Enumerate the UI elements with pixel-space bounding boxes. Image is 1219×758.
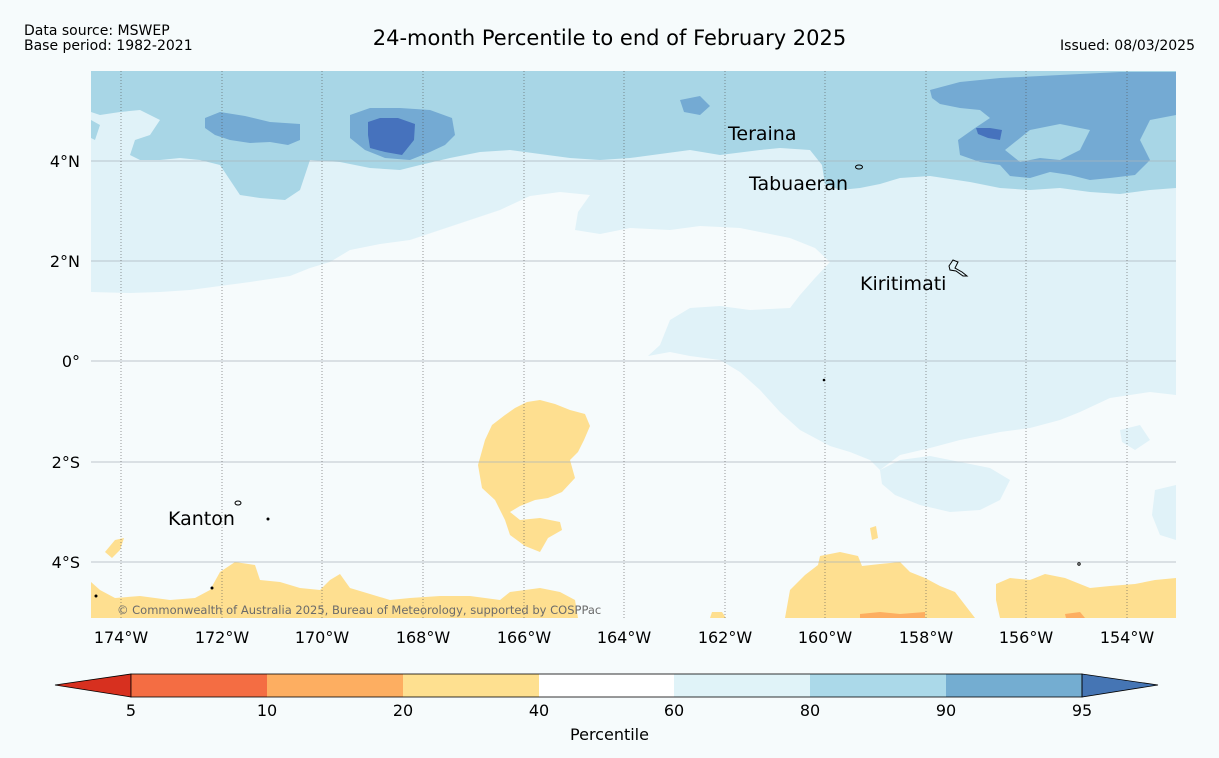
colorbar: 5 10 20 40 60 80 90 95 [54, 673, 1159, 720]
small-island [210, 586, 214, 590]
colorbar-tick: 60 [664, 701, 684, 720]
lon-label: 168°W [396, 628, 451, 647]
region-95-plus-central [368, 118, 415, 155]
percentile-regions [91, 71, 1176, 618]
copyright-text: © Commonwealth of Australia 2025, Bureau… [117, 603, 601, 617]
lat-label: 2°N [50, 252, 80, 271]
base-period-text: Base period: 1982-2021 [24, 38, 193, 54]
small-island [822, 378, 826, 382]
map-title-text: 24-month Percentile to end of February 2… [372, 26, 847, 50]
colorbar-tick: 20 [393, 701, 413, 720]
map-title: 24-month Percentile to end of February 2… [0, 26, 1219, 50]
colorbar-tick: 40 [529, 701, 549, 720]
region-80-90-west-edge [91, 120, 100, 140]
lon-label: 162°W [698, 628, 753, 647]
colorbar-segment [946, 674, 1082, 697]
colorbar-segment [674, 674, 810, 697]
colorbar-segment [403, 674, 539, 697]
graticule [91, 71, 1176, 618]
region-10-20-east [1065, 612, 1085, 618]
region-60-80-east-edge [1152, 485, 1176, 540]
region-20-40-south-west [91, 562, 578, 618]
issued-date: Issued: 08/03/2025 [1060, 38, 1195, 54]
place-label-kiritimati: Kiritimati [860, 273, 946, 295]
lon-labels: 174°W 172°W 170°W 168°W 166°W 164°W 162°… [94, 628, 1155, 647]
colorbar-label: Percentile [570, 725, 649, 744]
metadata-block: Data source: MSWEP Base period: 1982-202… [24, 24, 193, 54]
lat-label: 4°N [50, 152, 80, 171]
lon-label: 170°W [295, 628, 350, 647]
region-20-40-south-mid [710, 612, 726, 618]
kiritimati-island [948, 259, 969, 277]
lon-label: 154°W [1100, 628, 1155, 647]
region-60-80-southeast [880, 456, 1010, 512]
place-label-kanton: Kanton [168, 508, 235, 530]
colorbar-extend-low [54, 673, 132, 698]
colorbar-tick: 5 [126, 701, 136, 720]
region-90-95-mid [680, 96, 710, 115]
colorbar-tick: 10 [257, 701, 277, 720]
region-80-90-north [91, 71, 1176, 200]
lon-label: 164°W [597, 628, 652, 647]
lat-labels: 4°N 2°N 0° 2°S 4°S [50, 152, 80, 572]
place-label-teraina: Teraina [727, 123, 797, 145]
colorbar-tick: 95 [1072, 701, 1092, 720]
colorbar-segment [539, 674, 674, 697]
lon-label: 166°W [497, 628, 552, 647]
colorbar-extend-high [1081, 673, 1159, 698]
small-island [94, 594, 98, 598]
lat-label: 0° [62, 352, 80, 371]
colorbar-tick: 90 [936, 701, 956, 720]
lon-label: 160°W [798, 628, 853, 647]
colorbar-tick: 80 [800, 701, 820, 720]
region-20-40-west-sliver [105, 538, 124, 558]
region-20-40-east [996, 574, 1176, 618]
islands [94, 164, 1081, 598]
colorbar-segment [810, 674, 946, 697]
colorbar-segment [267, 674, 403, 697]
region-20-40-central [478, 400, 590, 552]
colorbar-outline [130, 673, 1083, 698]
small-island [266, 517, 270, 521]
lon-label: 174°W [94, 628, 149, 647]
colorbar-segment [131, 674, 267, 697]
region-95-plus-east [976, 128, 1002, 140]
small-island [1077, 562, 1081, 566]
region-20-40-southeast [785, 552, 975, 618]
lat-label: 4°S [52, 553, 80, 572]
lon-label: 172°W [195, 628, 250, 647]
region-90-95-west [205, 112, 300, 145]
place-label-tabuaeran: Tabuaeran [748, 173, 848, 195]
lon-label: 158°W [899, 628, 954, 647]
teraina-island [855, 164, 863, 170]
lat-label: 2°S [52, 453, 80, 472]
region-20-40-dot [870, 526, 878, 540]
data-source-text: Data source: MSWEP [24, 23, 170, 39]
kanton-island [234, 500, 242, 506]
lon-label: 156°W [999, 628, 1054, 647]
region-60-80-east-blob [1120, 425, 1150, 450]
region-10-20-southeast [860, 612, 925, 618]
